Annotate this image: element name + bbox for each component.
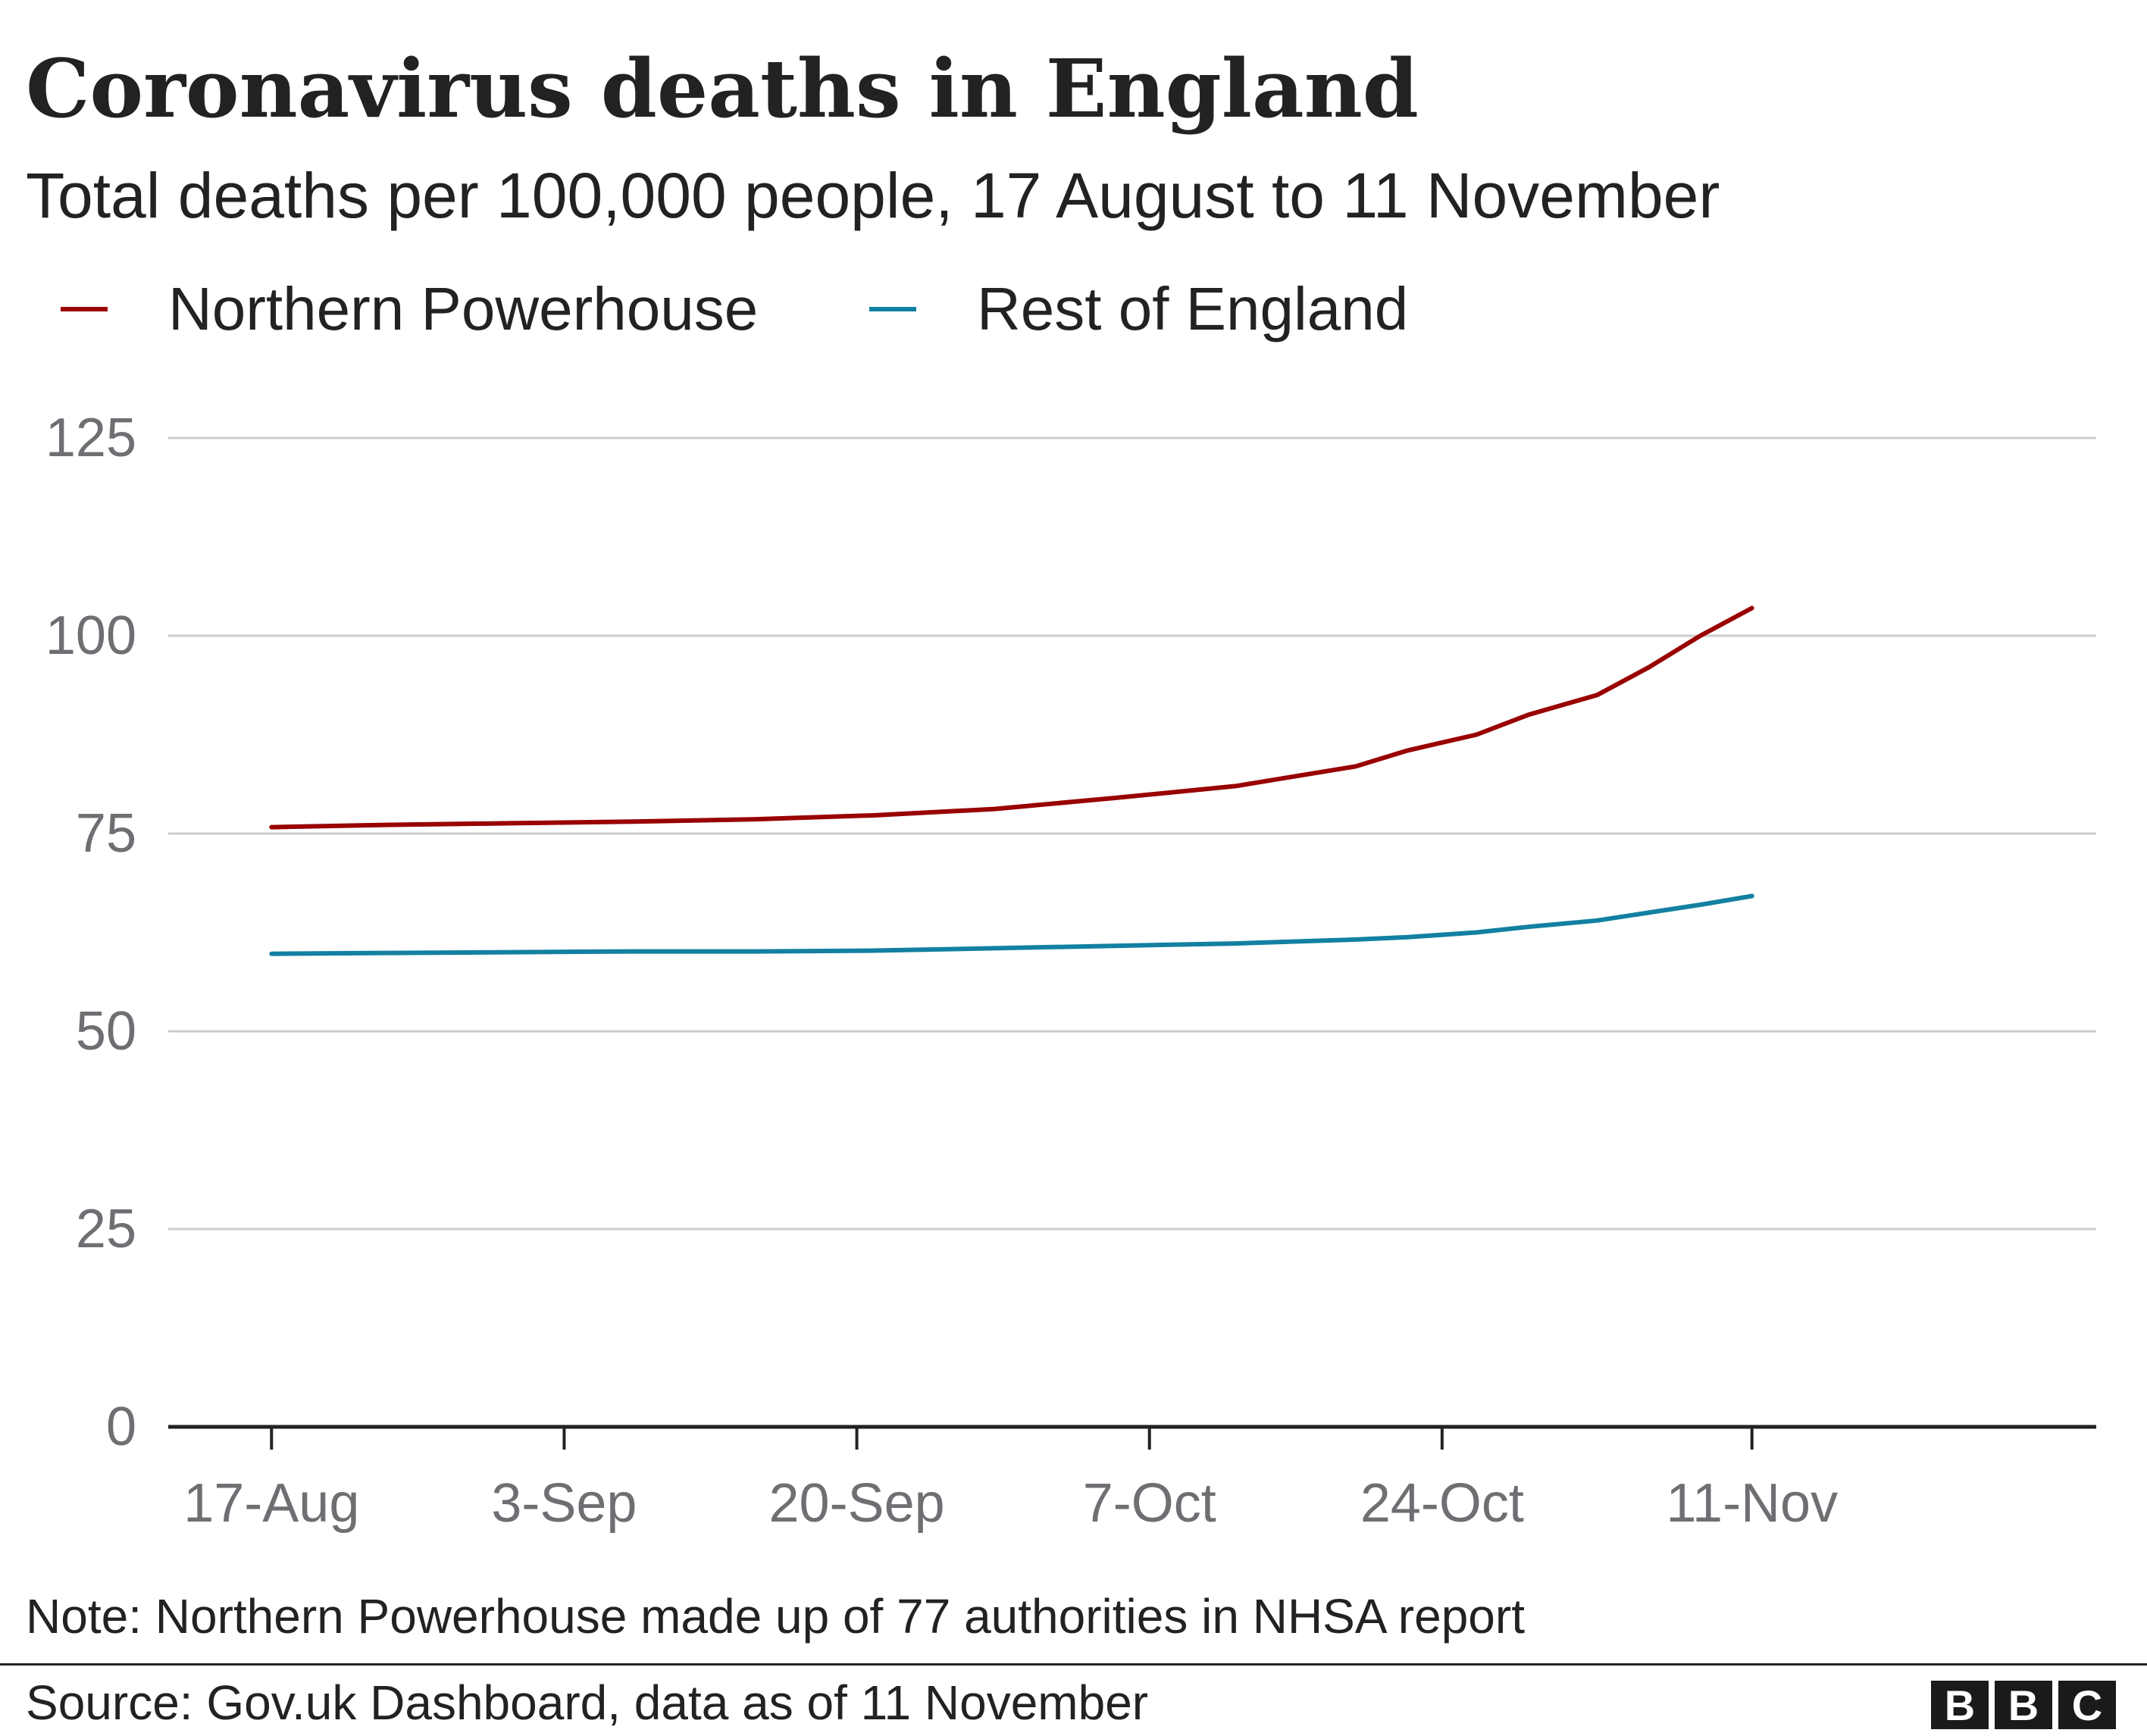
x-tick-label: 20-Sep <box>768 1473 944 1534</box>
chart-legend: Northern Powerhouse Rest of England <box>0 271 2147 347</box>
bbc-logo-letter: B <box>1995 1681 2052 1729</box>
chart-title: Coronavirus deaths in England <box>26 41 1419 136</box>
x-tick-label: 7-Oct <box>1083 1473 1216 1534</box>
legend-label-rest-of-england: Rest of England <box>977 275 1409 343</box>
legend-swatch-northern-powerhouse <box>61 307 108 311</box>
y-tick-label: 125 <box>45 408 136 468</box>
legend-label-northern-powerhouse: Northern Powerhouse <box>168 275 759 343</box>
series-line-rest-of-england <box>269 893 1754 956</box>
y-tick-label: 50 <box>76 1001 136 1062</box>
y-tick-label: 25 <box>76 1199 136 1259</box>
legend-item-northern-powerhouse: Northern Powerhouse <box>61 271 758 347</box>
legend-swatch-rest-of-england <box>869 307 916 311</box>
legend-item-rest-of-england: Rest of England <box>869 271 1408 347</box>
x-tick-label: 3-Sep <box>491 1473 637 1534</box>
y-tick-label: 0 <box>106 1397 136 1457</box>
chart-source: Source: Gov.uk Dashboard, data as of 11 … <box>26 1675 1149 1730</box>
x-tick-label: 17-Aug <box>183 1473 359 1534</box>
y-tick-label: 75 <box>76 803 136 864</box>
bbc-logo-letter: B <box>1931 1681 1989 1729</box>
y-tick-label: 100 <box>45 605 136 666</box>
x-tick-label: 24-Oct <box>1360 1473 1524 1534</box>
bbc-logo: B B C <box>1931 1681 2116 1729</box>
chart-note: Note: Northern Powerhouse made up of 77 … <box>26 1589 1525 1644</box>
footer-divider <box>0 1663 2147 1666</box>
bbc-logo-letter: C <box>2058 1681 2116 1729</box>
series-line-northern-powerhouse <box>269 605 1754 830</box>
x-tick-label: 11-Nov <box>1666 1473 1838 1534</box>
chart-subtitle: Total deaths per 100,000 people, 17 Augu… <box>26 160 1720 231</box>
